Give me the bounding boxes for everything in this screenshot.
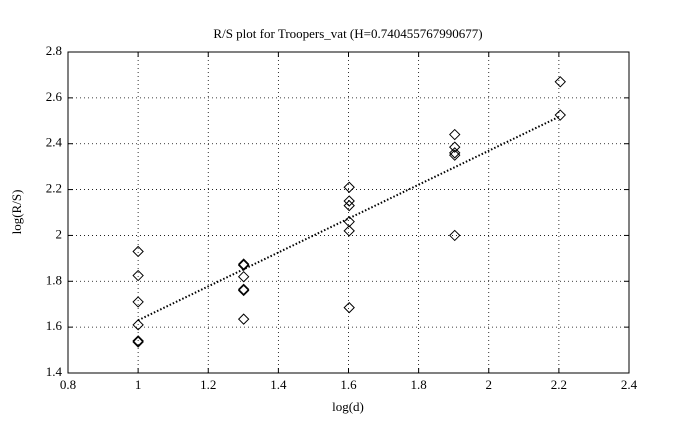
- y-tick-label: 1.8: [46, 272, 62, 287]
- x-tick-label: 2.4: [621, 377, 638, 392]
- y-tick-label: 2.8: [46, 43, 62, 58]
- y-tick-label: 2.2: [46, 181, 62, 196]
- data-point: [343, 225, 355, 237]
- y-tick-label: 1.4: [46, 364, 63, 379]
- x-tick-label: 1: [135, 377, 142, 392]
- data-point: [132, 296, 144, 308]
- y-tick-label: 2.4: [46, 135, 63, 150]
- data-point: [449, 141, 461, 153]
- x-tick-label: 2.2: [551, 377, 567, 392]
- data-point: [343, 181, 355, 193]
- x-axis-label: log(d): [332, 399, 364, 414]
- data-point: [343, 195, 355, 207]
- fit-line: [137, 115, 561, 322]
- x-tick-label: 1.4: [270, 377, 287, 392]
- data-point: [237, 258, 250, 270]
- data-point: [132, 269, 144, 282]
- data-point: [132, 335, 144, 347]
- x-tick-label: 2: [486, 377, 493, 392]
- data-point: [343, 301, 355, 314]
- data-point: [132, 319, 144, 331]
- x-tick-label: 1.2: [200, 377, 216, 392]
- chart-title: R/S plot for Troopers_vat (H=0.740455767…: [213, 26, 482, 41]
- y-tick-label: 2.6: [46, 89, 63, 104]
- data-point: [237, 270, 250, 283]
- data-point: [449, 128, 461, 141]
- data-point: [449, 229, 461, 242]
- data-point: [449, 149, 461, 161]
- data-point: [237, 283, 250, 296]
- data-point: [554, 109, 566, 121]
- data-point: [132, 336, 144, 348]
- data-point: [449, 147, 461, 159]
- y-tick-label: 1.6: [46, 318, 63, 333]
- y-axis-label: log(R/S): [9, 190, 24, 235]
- data-point: [343, 215, 355, 228]
- y-tick-label: 2: [56, 226, 63, 241]
- data-point: [554, 76, 566, 88]
- data-point: [343, 199, 355, 212]
- data-point: [132, 245, 144, 258]
- data-point: [237, 284, 250, 297]
- data-point: [237, 313, 250, 325]
- x-tick-label: 0.8: [60, 377, 76, 392]
- x-tick-label: 1.8: [411, 377, 427, 392]
- x-tick-label: 1.6: [340, 377, 357, 392]
